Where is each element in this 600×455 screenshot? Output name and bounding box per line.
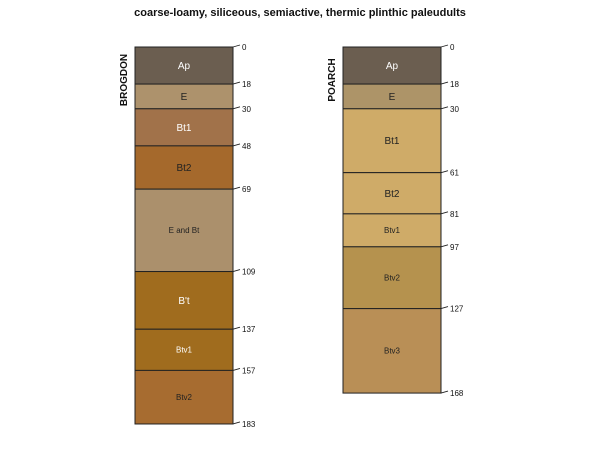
horizon-label: B't xyxy=(178,296,190,307)
horizon-block xyxy=(342,213,442,248)
depth-label: 81 xyxy=(450,210,459,219)
depth-tick xyxy=(232,81,241,85)
profile-name: POARCH xyxy=(327,58,338,101)
horizon-label: Btv3 xyxy=(384,347,401,356)
depth-label: 109 xyxy=(242,268,256,277)
horizon-label: Btv1 xyxy=(384,226,401,235)
depth-tick xyxy=(232,421,241,425)
depth-label: 137 xyxy=(242,325,256,334)
horizon-block xyxy=(134,83,234,110)
depth-label: 0 xyxy=(242,43,247,52)
depth-tick xyxy=(232,326,241,330)
depth-tick xyxy=(232,186,241,190)
horizon-label: Ap xyxy=(386,61,399,72)
depth-label: 183 xyxy=(242,420,256,429)
horizon-block xyxy=(342,308,442,394)
horizon-block xyxy=(342,46,442,85)
depth-tick xyxy=(232,269,241,272)
soil-profile-brogdon: Ap E Bt1 Bt2 E and Bt B't Btv1 Btv2 0 18 30 48 69 109… xyxy=(119,43,256,429)
horizon-label: Btv2 xyxy=(176,393,193,402)
depth-label: 61 xyxy=(450,169,459,178)
horizon-label: E xyxy=(389,92,396,103)
horizon-block xyxy=(134,271,234,330)
horizon-label: E xyxy=(181,92,188,103)
horizon-block xyxy=(342,246,442,310)
depth-tick xyxy=(440,306,449,310)
depth-label: 30 xyxy=(242,105,251,114)
horizon-block xyxy=(342,83,442,110)
soil-profile-poarch: Ap E Bt1 Bt2 Btv1 Btv2 Btv3 0 18 30 61 81 97 127 168 PO… xyxy=(327,43,464,398)
horizon-label: Bt2 xyxy=(176,163,191,174)
horizon-block xyxy=(134,369,234,425)
horizon-label: Bt1 xyxy=(176,123,191,134)
horizon-label: Bt2 xyxy=(384,189,399,200)
depth-label: 0 xyxy=(450,43,455,52)
horizon-label: Btv1 xyxy=(176,346,193,355)
depth-tick xyxy=(440,81,449,85)
horizon-label: Bt1 xyxy=(384,136,399,147)
depth-tick xyxy=(440,44,449,48)
depth-label: 48 xyxy=(242,142,251,151)
depth-tick xyxy=(440,106,449,110)
depth-tick xyxy=(440,244,449,248)
horizon-block xyxy=(134,46,234,85)
depth-tick xyxy=(440,390,449,394)
profile-name: BROGDON xyxy=(119,54,130,106)
depth-tick xyxy=(440,170,449,174)
horizon-label: E and Bt xyxy=(169,226,200,235)
figure-title: coarse-loamy, siliceous, semiactive, the… xyxy=(134,7,466,19)
depth-label: 97 xyxy=(450,243,459,252)
depth-label: 69 xyxy=(242,185,251,194)
horizon-block xyxy=(134,108,234,147)
depth-tick xyxy=(232,106,241,110)
horizon-label: Btv2 xyxy=(384,274,401,283)
depth-label: 168 xyxy=(450,389,464,398)
horizon-block xyxy=(134,188,234,273)
depth-tick xyxy=(232,44,241,48)
depth-label: 18 xyxy=(450,80,459,89)
horizon-block xyxy=(342,108,442,174)
depth-tick xyxy=(232,367,241,371)
depth-label: 18 xyxy=(242,80,251,89)
depth-tick xyxy=(440,211,449,215)
depth-label: 30 xyxy=(450,105,459,114)
depth-label: 127 xyxy=(450,305,464,314)
depth-tick xyxy=(232,143,241,147)
horizon-label: Ap xyxy=(178,61,191,72)
depth-label: 157 xyxy=(242,366,256,375)
